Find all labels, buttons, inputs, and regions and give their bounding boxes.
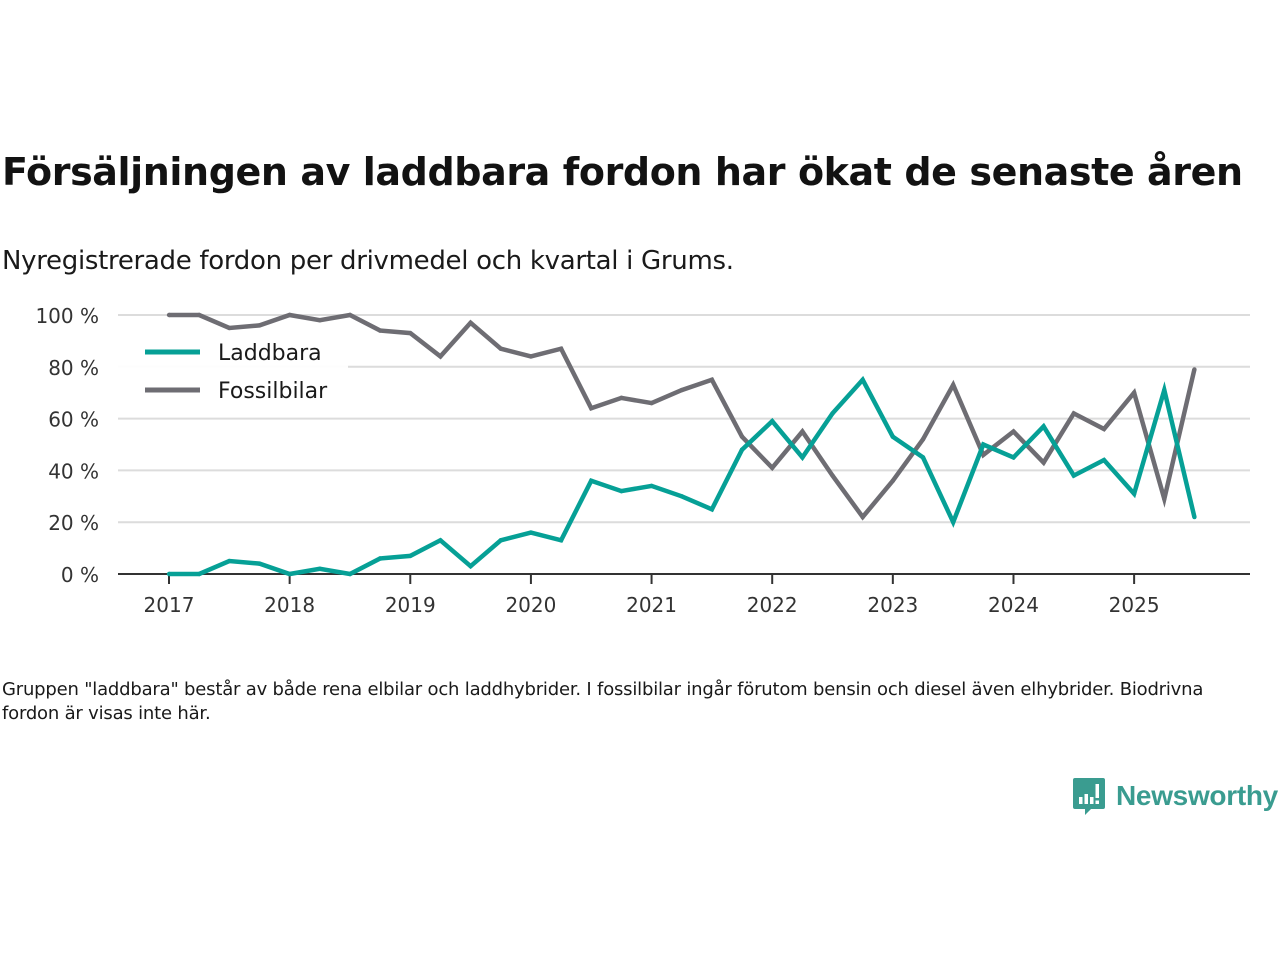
data-point-laddbara: [649, 483, 654, 489]
x-tick-label: 2018: [264, 593, 315, 617]
legend-label-fossilbilar[interactable]: Fossilbilar: [218, 379, 328, 404]
data-point-fossilbilar: [1192, 367, 1197, 372]
chart-subtitle: Nyregistrerade fordon per drivmedel och …: [2, 246, 734, 276]
data-point-laddbara: [739, 447, 745, 452]
y-tick-label: 20 %: [48, 511, 99, 535]
data-point-fossilbilar: [1131, 390, 1137, 395]
data-point-fossilbilar: [800, 429, 805, 434]
data-point-fossilbilar: [528, 354, 534, 359]
data-point-fossilbilar: [377, 328, 383, 333]
legend-label-laddbara[interactable]: Laddbara: [218, 341, 322, 366]
data-point-laddbara: [1192, 514, 1197, 520]
data-point-fossilbilar: [438, 354, 443, 359]
data-point-fossilbilar: [860, 514, 865, 520]
data-point-fossilbilar: [498, 346, 503, 351]
data-point-laddbara: [317, 566, 322, 572]
data-point-laddbara: [830, 411, 835, 416]
data-point-laddbara: [1071, 473, 1077, 478]
data-point-laddbara: [1011, 455, 1016, 460]
data-point-laddbara: [1131, 491, 1137, 496]
data-point-fossilbilar: [920, 437, 926, 442]
data-point-laddbara: [1101, 457, 1107, 463]
data-point-laddbara: [377, 556, 383, 561]
data-point-laddbara: [770, 418, 775, 424]
x-tick-label: 2023: [867, 593, 918, 617]
data-point-fossilbilar: [257, 323, 262, 328]
data-point-laddbara: [890, 434, 896, 439]
data-point-laddbara: [498, 538, 503, 543]
data-point-laddbara: [589, 478, 594, 483]
data-point-fossilbilar: [830, 473, 835, 478]
data-point-laddbara: [558, 538, 564, 543]
footnote: Gruppen "laddbara" består av både rena e…: [2, 679, 1204, 724]
y-tick-label: 40 %: [48, 459, 99, 483]
x-tick-label: 2025: [1109, 593, 1160, 617]
data-point-fossilbilar: [317, 317, 322, 323]
legend: Laddbara Fossilbilar: [108, 333, 348, 411]
data-point-laddbara: [408, 553, 413, 559]
data-point-fossilbilar: [649, 400, 654, 406]
x-tick-label: 2021: [626, 593, 677, 617]
data-point-fossilbilar: [408, 330, 413, 336]
data-point-laddbara: [528, 530, 534, 535]
data-point-fossilbilar: [468, 320, 473, 325]
data-point-laddbara: [196, 571, 202, 577]
data-point-fossilbilar: [981, 452, 986, 458]
data-point-laddbara: [227, 558, 232, 564]
data-point-fossilbilar: [589, 406, 594, 411]
legend-background: [108, 333, 348, 411]
data-point-laddbara: [166, 571, 172, 577]
data-point-fossilbilar: [1041, 460, 1046, 465]
data-point-laddbara: [287, 571, 292, 577]
data-point-fossilbilar: [950, 382, 956, 388]
data-point-fossilbilar: [1071, 411, 1077, 416]
newsworthy-logo[interactable]: Newsworthy: [1072, 776, 1278, 816]
data-point-fossilbilar: [739, 434, 745, 439]
bar-chart-speech-bubble-icon: [1073, 778, 1105, 815]
data-point-fossilbilar: [890, 478, 896, 483]
data-point-laddbara: [347, 571, 353, 577]
data-point-fossilbilar: [196, 312, 202, 318]
data-point-laddbara: [1041, 424, 1046, 429]
y-axis-ticks: 0 % 20 % 40 % 60 % 80 % 100 %: [35, 304, 99, 587]
data-point-laddbara: [438, 538, 443, 543]
data-point-laddbara: [619, 488, 624, 494]
data-point-fossilbilar: [770, 465, 775, 471]
y-tick-label: 60 %: [48, 408, 99, 432]
y-tick-label: 0 %: [61, 563, 99, 587]
data-point-laddbara: [468, 564, 473, 569]
x-tick-label: 2020: [505, 593, 556, 617]
data-point-laddbara: [920, 455, 926, 460]
chart-title: Försäljningen av laddbara fordon har öka…: [2, 150, 1243, 194]
series-lines: [166, 312, 1197, 577]
data-point-fossilbilar: [227, 325, 232, 331]
data-point-fossilbilar: [679, 387, 684, 393]
x-tick-label: 2017: [144, 593, 195, 617]
data-point-fossilbilar: [1011, 429, 1016, 434]
data-point-laddbara: [800, 455, 805, 460]
data-point-fossilbilar: [619, 395, 624, 401]
data-point-fossilbilar: [166, 312, 172, 318]
data-point-fossilbilar: [1162, 496, 1167, 502]
brand-name: Newsworthy: [1116, 780, 1278, 811]
x-tick-label: 2022: [747, 593, 798, 617]
data-point-laddbara: [679, 494, 684, 499]
data-point-fossilbilar: [709, 377, 715, 382]
data-point-laddbara: [257, 561, 262, 566]
data-point-fossilbilar: [558, 346, 564, 351]
data-point-laddbara: [709, 507, 715, 512]
y-tick-label: 100 %: [35, 304, 99, 328]
x-axis: 2017 2018 2019 2020 2021 2022 2023 2024 2025: [118, 573, 1250, 617]
data-point-laddbara: [981, 442, 986, 447]
data-point-laddbara: [950, 520, 956, 525]
x-tick-label: 2019: [385, 593, 436, 617]
data-point-laddbara: [860, 377, 865, 382]
data-point-laddbara: [1162, 387, 1167, 393]
line-chart: 0 % 20 % 40 % 60 % 80 % 100 % 2017 2018 2019 202…: [35, 304, 1250, 617]
data-point-fossilbilar: [347, 312, 353, 318]
y-tick-label: 80 %: [48, 356, 99, 380]
data-point-fossilbilar: [287, 312, 292, 318]
data-point-fossilbilar: [1101, 426, 1107, 432]
x-tick-label: 2024: [988, 593, 1039, 617]
